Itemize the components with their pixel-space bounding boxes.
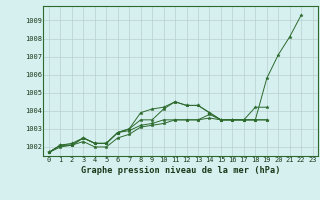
X-axis label: Graphe pression niveau de la mer (hPa): Graphe pression niveau de la mer (hPa): [81, 166, 281, 175]
